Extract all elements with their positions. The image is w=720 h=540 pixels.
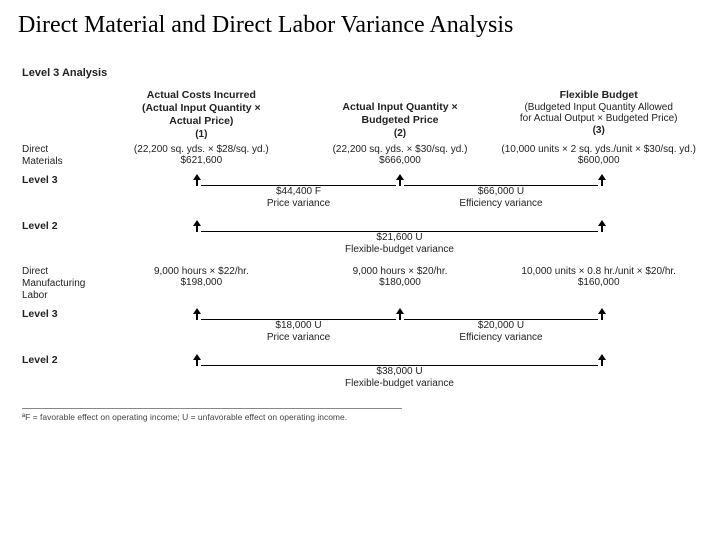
up-arrow-icon: [193, 220, 201, 232]
col2-header: Actual Input Quantity × Budgeted Price (…: [301, 89, 500, 140]
materials-c1-calc: (22,200 sq. yds. × $28/sq. yd.): [102, 144, 301, 155]
labor-flex-name: Flexible-budget variance: [320, 378, 480, 389]
level3-tag: Level 3: [22, 308, 58, 320]
variance-diagram: Level 3 Analysis Actual Costs Incurred (…: [0, 39, 720, 422]
labor-c2-calc: 9,000 hours × $20/hr.: [301, 266, 500, 277]
col3-header: Flexible Budget (Budgeted Input Quantity…: [499, 89, 698, 140]
labor-eff-name: Efficiency variance: [441, 332, 561, 343]
labor-level2-block: Level 2 $38,000 U Flexible-budget varian…: [22, 354, 698, 390]
materials-level3-block: Level 3 $44,400 F $66,000 U Price varian…: [22, 174, 698, 210]
level2-tag: Level 2: [22, 220, 58, 232]
labor-eff-amt: $20,000 U: [441, 320, 561, 331]
materials-price-name: Price variance: [239, 198, 359, 209]
page-title: Direct Material and Direct Labor Varianc…: [0, 0, 720, 39]
labor-price-amt: $18,000 U: [239, 320, 359, 331]
labor-c1-val: $198,000: [102, 277, 301, 288]
materials-c1-val: $621,600: [102, 155, 301, 166]
level3-tag: Level 3: [22, 174, 58, 186]
labor-label: Direct Manufacturing Labor: [22, 266, 102, 302]
labor-price-name: Price variance: [239, 332, 359, 343]
labor-c3-calc: 10,000 units × 0.8 hr./unit × $20/hr.: [499, 266, 698, 277]
up-arrow-icon: [396, 308, 404, 320]
up-arrow-icon: [598, 174, 606, 186]
labor-c2-val: $180,000: [301, 277, 500, 288]
up-arrow-icon: [396, 174, 404, 186]
up-arrow-icon: [193, 174, 201, 186]
up-arrow-icon: [598, 354, 606, 366]
labor-level3-block: Level 3 $18,000 U $20,000 U Price varian…: [22, 308, 698, 344]
materials-price-amt: $44,400 F: [239, 186, 359, 197]
column-headers: Actual Costs Incurred (Actual Input Quan…: [22, 89, 698, 140]
labor-c1-calc: 9,000 hours × $22/hr.: [102, 266, 301, 277]
section-heading: Level 3 Analysis: [22, 67, 698, 79]
materials-row: Direct Materials (22,200 sq. yds. × $28/…: [22, 144, 698, 168]
materials-c3-val: $600,000: [499, 155, 698, 166]
up-arrow-icon: [193, 308, 201, 320]
materials-flex-amt: $21,600 U: [320, 232, 480, 243]
up-arrow-icon: [598, 308, 606, 320]
labor-row: Direct Manufacturing Labor 9,000 hours ×…: [22, 266, 698, 302]
footnote: ªF = favorable effect on operating incom…: [22, 408, 402, 422]
up-arrow-icon: [598, 220, 606, 232]
materials-c2-calc: (22,200 sq. yds. × $30/sq. yd.): [301, 144, 500, 155]
materials-c3-calc: (10,000 units × 2 sq. yds./unit × $30/sq…: [499, 144, 698, 155]
materials-eff-amt: $66,000 U: [441, 186, 561, 197]
col1-header: Actual Costs Incurred (Actual Input Quan…: [102, 89, 301, 140]
materials-c2-val: $666,000: [301, 155, 500, 166]
level2-tag: Level 2: [22, 354, 58, 366]
labor-c3-val: $160,000: [499, 277, 698, 288]
materials-eff-name: Efficiency variance: [441, 198, 561, 209]
materials-label: Direct Materials: [22, 144, 102, 168]
up-arrow-icon: [193, 354, 201, 366]
labor-flex-amt: $38,000 U: [320, 366, 480, 377]
materials-level2-block: Level 2 $21,600 U Flexible-budget varian…: [22, 220, 698, 256]
materials-flex-name: Flexible-budget variance: [320, 244, 480, 255]
